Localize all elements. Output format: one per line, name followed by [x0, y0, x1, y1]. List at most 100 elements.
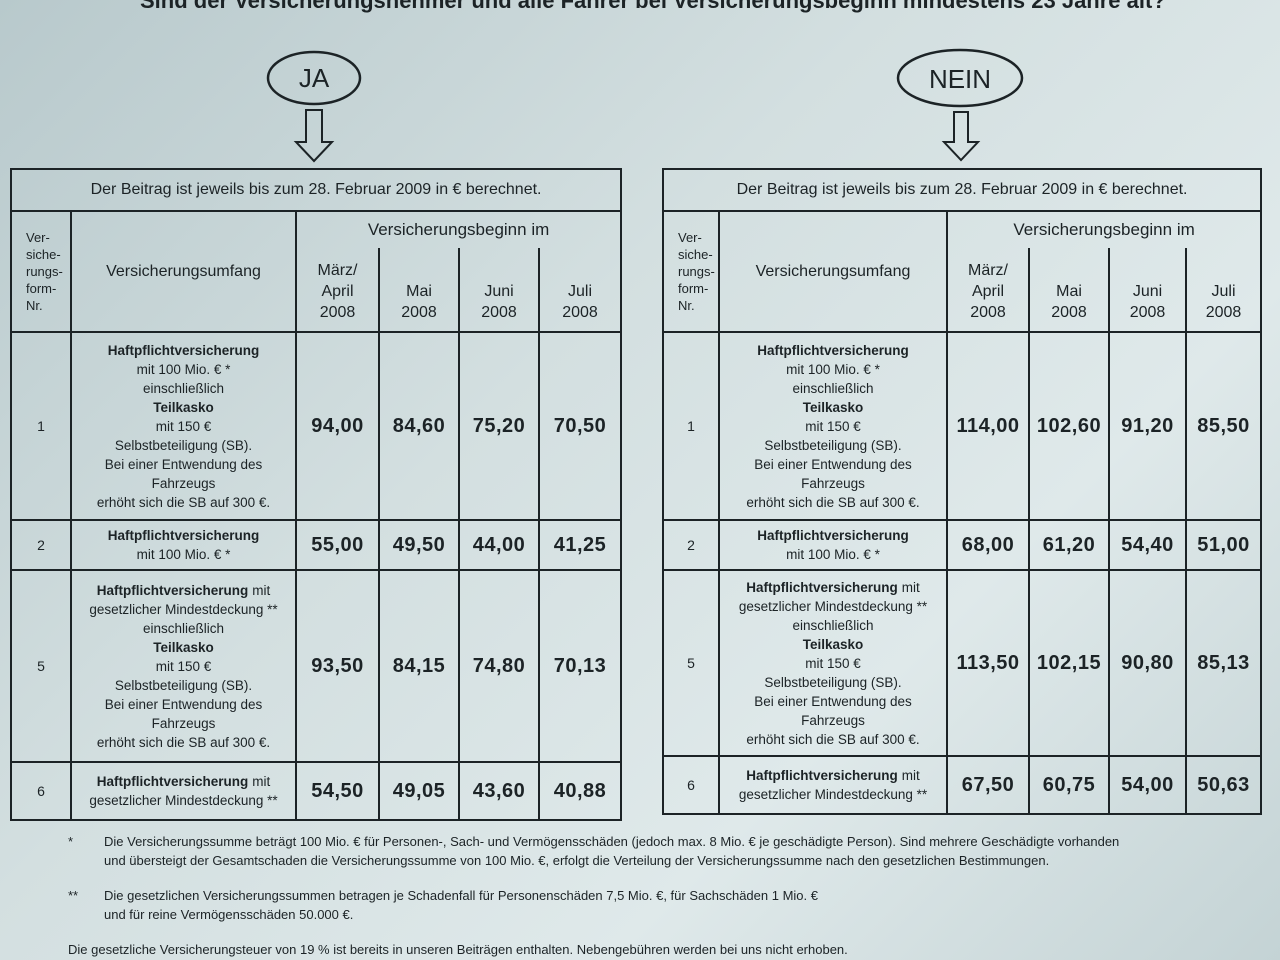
- footnote-line: Die gesetzlichen Versicherungssummen bet…: [104, 888, 818, 903]
- scope-bold: Haftpflichtversicherung: [107, 528, 260, 543]
- row-nr: 5: [662, 569, 720, 757]
- scope-line: Haftpflichtversicherung mit: [720, 766, 946, 785]
- scope-text: gesetzlicher Mindestdeckung **: [738, 598, 928, 614]
- scope-text: Selbstbeteiligung (SB).: [764, 674, 902, 690]
- scope-text: einschließlich: [792, 617, 874, 633]
- scope-line: Teilkasko: [72, 638, 295, 657]
- scope-line: einschließlich: [72, 619, 295, 638]
- header-month: März/April 2008: [946, 248, 1030, 333]
- scope-text: einschließlich: [142, 380, 225, 396]
- footnote-line: und übersteigt der Gesamtschaden die Ver…: [104, 853, 1050, 868]
- scope-text: Selbstbeteiligung (SB).: [764, 437, 902, 453]
- price: 75,20: [458, 331, 540, 521]
- scope-line: Haftpflichtversicherung: [720, 341, 946, 360]
- header-month-line: Juni: [1132, 283, 1163, 300]
- scope-bold: Teilkasko: [802, 636, 864, 652]
- header-nr-line: Nr.: [678, 298, 695, 313]
- header-month: Juni 2008: [1108, 248, 1187, 333]
- header-month-line: Juni: [484, 283, 514, 300]
- scope-text: mit: [252, 582, 271, 598]
- price: 94,00: [295, 331, 380, 521]
- price: 61,20: [1028, 519, 1110, 571]
- header-month-line: 2008: [970, 304, 1006, 321]
- scope-bold: Haftpflichtversicherung: [757, 528, 909, 543]
- header-nr-line: Nr.: [26, 298, 43, 313]
- header-month-line: 2008: [1051, 304, 1087, 321]
- data-row: 5 Haftpflichtversicherung mit gesetzlicher …: [662, 569, 1263, 757]
- header-months-row: März/April 2008 Mai 2008 Juni 2008 Juli 2008: [663, 248, 1263, 333]
- scope-bold: Teilkasko: [153, 399, 214, 415]
- price: 68,00: [946, 519, 1030, 571]
- header-nr: Ver-siche-rungs-form- Nr.: [662, 210, 720, 333]
- header-month: März/April 2008: [295, 248, 380, 333]
- header-month-line: März/: [968, 262, 1008, 279]
- scope-text: einschließlich: [142, 620, 225, 636]
- scope-line: einschließlich: [720, 616, 946, 635]
- header-nr-line: siche-: [26, 247, 61, 262]
- scope-text: erhöht sich die SB auf 300 €.: [746, 731, 920, 747]
- scope-line: mit 150 €: [720, 417, 946, 436]
- header-month-line: Mai: [406, 283, 432, 300]
- header-nr-line: siche-: [678, 247, 713, 262]
- price: 40,88: [537, 761, 623, 821]
- row-nr: 1: [662, 331, 720, 521]
- scope-line: Fahrzeugs: [720, 474, 946, 493]
- footnotes: * Die Versicherungssumme beträgt 100 Mio.…: [68, 832, 1119, 959]
- caption: Der Beitrag ist jeweils bis zum 28. Febr…: [9, 168, 623, 212]
- scope-line: Teilkasko: [72, 398, 295, 417]
- scope-line: gesetzlicher Mindestdeckung **: [72, 791, 295, 810]
- price: 51,00: [1184, 519, 1263, 571]
- header-nr-line: rungs-: [678, 264, 715, 279]
- row-nr: 5: [10, 569, 72, 763]
- scope-text: mit 150 €: [155, 418, 212, 434]
- scope-line: Fahrzeugs: [720, 711, 946, 730]
- scope-text: Fahrzeugs: [801, 475, 865, 491]
- badge-nein: NEIN: [896, 48, 1024, 162]
- scope-text: Selbstbeteiligung (SB).: [114, 437, 253, 453]
- header-scope: Versicherungsumfang: [718, 210, 948, 333]
- footnote: ** Die gesetzlichen Versicherungssummen b…: [68, 886, 1119, 924]
- scope-line: mit 100 Mio. € *: [72, 360, 295, 379]
- header-month-line: 2008: [401, 304, 437, 321]
- row-scope: Haftpflichtversicherung mit 100 Mio. € *: [718, 519, 948, 571]
- scope-text: mit 150 €: [805, 655, 861, 671]
- footnote-mark: *: [68, 834, 74, 849]
- price: 49,50: [378, 519, 460, 571]
- header-month-line: 2008: [1205, 304, 1242, 321]
- header-month-line: 2008: [319, 304, 356, 321]
- price-table: Der Beitrag ist jeweils bis zum 28. Febr…: [9, 168, 623, 821]
- price: 49,05: [378, 761, 460, 821]
- scope-line: Haftpflichtversicherung: [720, 526, 946, 545]
- scope-line: Haftpflichtversicherung mit: [720, 578, 946, 597]
- scope-line: gesetzlicher Mindestdeckung **: [720, 597, 946, 616]
- scope-line: mit 100 Mio. € *: [720, 545, 946, 564]
- price: 74,80: [458, 569, 540, 763]
- scope-line: Bei einer Entwendung des: [72, 695, 295, 714]
- row-scope: Haftpflichtversicherung mit gesetzlicher M…: [70, 569, 297, 763]
- price: 55,00: [295, 519, 380, 571]
- scope-line: Fahrzeugs: [72, 714, 295, 733]
- header-month-line: Mai: [1056, 283, 1082, 300]
- header-group: Versicherungsbeginn im: [294, 210, 623, 248]
- arrow: [293, 109, 335, 163]
- price: 54,00: [1108, 755, 1187, 815]
- scope-bold: Teilkasko: [802, 399, 864, 415]
- scope-line: mit 100 Mio. € *: [720, 360, 946, 379]
- scope-text: Fahrzeugs: [801, 712, 865, 728]
- table-body: Der Beitrag ist jeweils bis zum 28. Febr…: [661, 168, 1263, 815]
- scope-text: mit: [901, 768, 920, 783]
- scope-text: mit 150 €: [805, 418, 861, 434]
- badge-label: NEIN: [929, 64, 991, 94]
- caption-row: Der Beitrag ist jeweils bis zum 28. Febr…: [661, 168, 1263, 212]
- price: 91,20: [1108, 331, 1187, 521]
- scope-text: erhöht sich die SB auf 300 €.: [746, 494, 920, 510]
- scope-text: Bei einer Entwendung des: [754, 456, 912, 472]
- scope-text: Bei einer Entwendung des: [104, 456, 263, 472]
- scope-text: Selbstbeteiligung (SB).: [114, 677, 253, 693]
- header-nr-line: form-: [678, 281, 709, 296]
- row-nr: 2: [10, 519, 72, 571]
- price: 84,15: [378, 569, 460, 763]
- badge-ja: JA: [266, 50, 362, 163]
- scope-line: Haftpflichtversicherung mit: [72, 581, 295, 600]
- header-month-line: April: [971, 283, 1004, 300]
